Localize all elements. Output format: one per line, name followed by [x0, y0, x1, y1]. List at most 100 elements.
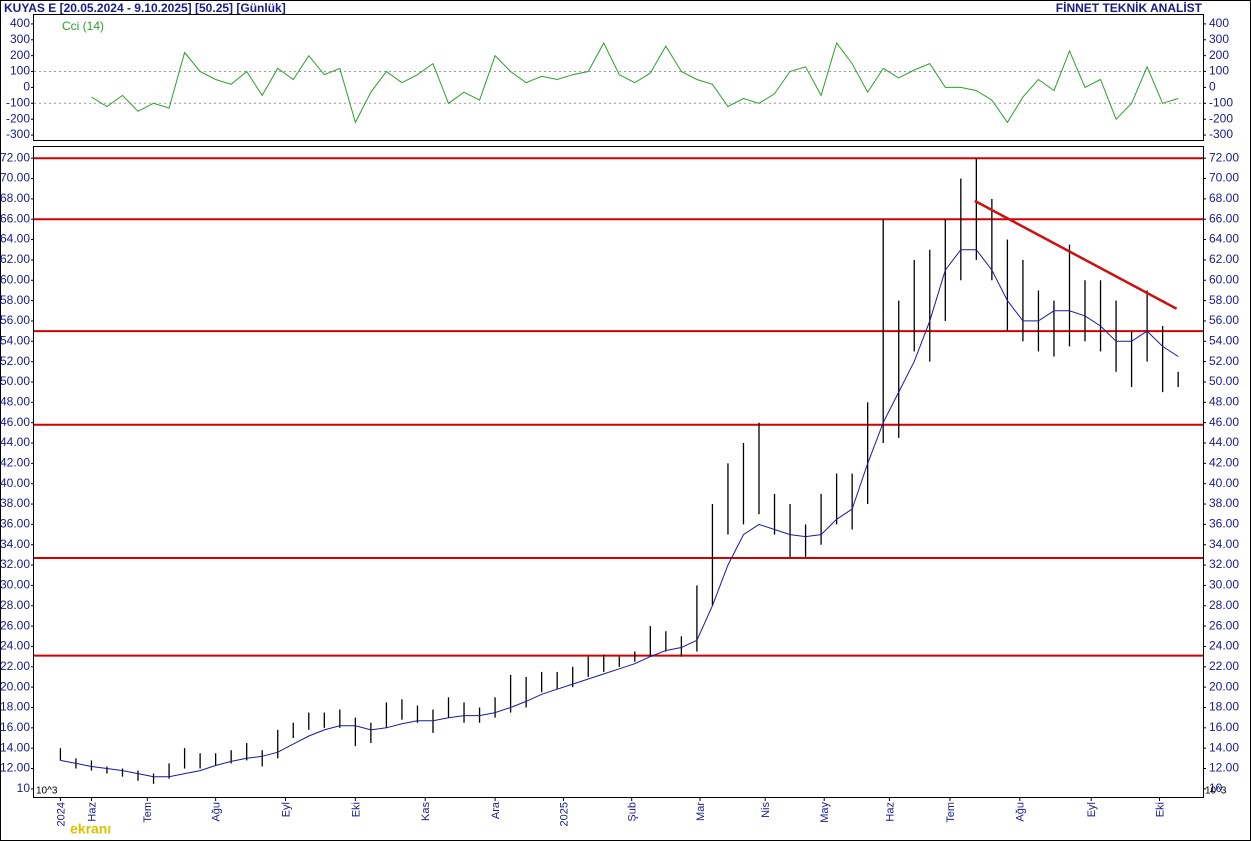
x-tick-label: Tem	[945, 802, 957, 823]
x-tick-label: 2024	[55, 802, 67, 826]
x-tick-label: Mar	[695, 802, 707, 821]
y-tick-label: 48.00	[0, 394, 30, 408]
y-tick-label: 22.00	[1209, 659, 1239, 673]
x-tick-label: Ağu	[211, 802, 223, 822]
x-tick-label: 2025	[558, 802, 570, 826]
y-tick-label: 48.00	[1209, 394, 1239, 408]
y-tick-label: 68.00	[1209, 191, 1239, 205]
y-tick-label: 200	[10, 48, 30, 62]
y-tick-label: 400	[1209, 16, 1229, 30]
y-tick-label: 32.00	[1209, 557, 1239, 571]
x-tick-label: Şub	[627, 802, 639, 822]
header-left: KUYAS E [20.05.2024 - 9.10.2025] [50.25]…	[4, 1, 286, 15]
y-tick-label: 18.00	[1209, 700, 1239, 714]
y-tick-label: 66.00	[0, 211, 30, 225]
y-tick-label: 14.00	[0, 740, 30, 754]
x-tick-label: Haz	[884, 802, 896, 822]
scale-note: 10^3	[36, 786, 58, 797]
y-tick-label: -300	[1209, 127, 1233, 141]
y-tick-label: 64.00	[0, 232, 30, 246]
watermark: ekranı	[70, 821, 111, 837]
y-tick-label: 54.00	[0, 333, 30, 347]
y-tick-label: 70.00	[1209, 171, 1239, 185]
y-tick-label: 26.00	[1209, 618, 1239, 632]
y-tick-label: 36.00	[1209, 517, 1239, 531]
y-tick-label: 54.00	[1209, 333, 1239, 347]
y-tick-label: 16.00	[0, 720, 30, 734]
y-tick-label: 0	[23, 80, 30, 94]
y-tick-label: 18.00	[0, 700, 30, 714]
y-tick-label: 52.00	[1209, 354, 1239, 368]
x-tick-label: Kas	[420, 802, 432, 821]
y-tick-label: 12.00	[0, 761, 30, 775]
y-tick-label: 300	[1209, 32, 1229, 46]
y-tick-label: -300	[6, 127, 30, 141]
y-tick-label: 60.00	[1209, 272, 1239, 286]
y-tick-label: 16.00	[1209, 720, 1239, 734]
cci-frame	[33, 14, 1204, 141]
price-frame	[33, 146, 1204, 798]
y-tick-label: -200	[6, 111, 30, 125]
y-tick-label: 10	[17, 781, 31, 795]
y-tick-label: 36.00	[0, 517, 30, 531]
y-tick-label: 100	[1209, 64, 1229, 78]
y-tick-label: 44.00	[1209, 435, 1239, 449]
trendline	[974, 199, 1178, 310]
x-tick-label: Eyl	[280, 802, 292, 817]
cci-line	[91, 41, 1179, 124]
y-tick-label: 56.00	[1209, 313, 1239, 327]
y-tick-label: 28.00	[1209, 598, 1239, 612]
y-tick-label: -100	[1209, 95, 1233, 109]
y-tick-label: 34.00	[0, 537, 30, 551]
y-tick-label: 46.00	[1209, 415, 1239, 429]
y-tick-label: 46.00	[0, 415, 30, 429]
x-tick-label: Eki	[1154, 802, 1166, 817]
x-tick-label: Ara	[490, 801, 502, 819]
y-tick-label: 200	[1209, 48, 1229, 62]
y-tick-label: 44.00	[0, 435, 30, 449]
y-tick-label: 68.00	[0, 191, 30, 205]
y-tick-label: 300	[10, 32, 30, 46]
y-tick-label: -100	[6, 95, 30, 109]
y-tick-label: 32.00	[0, 557, 30, 571]
y-tick-label: 62.00	[1209, 252, 1239, 266]
y-tick-label: -200	[1209, 111, 1233, 125]
x-tick-label: Tem	[142, 802, 154, 823]
y-tick-label: 40.00	[1209, 476, 1239, 490]
y-tick-label: 50.00	[0, 374, 30, 388]
y-tick-label: 38.00	[0, 496, 30, 510]
y-tick-label: 30.00	[1209, 578, 1239, 592]
x-tick-label: May	[819, 802, 831, 823]
y-tick-label: 38.00	[1209, 496, 1239, 510]
y-tick-label: 42.00	[0, 456, 30, 470]
y-tick-label: 52.00	[0, 354, 30, 368]
y-tick-label: 20.00	[1209, 679, 1239, 693]
y-tick-label: 14.00	[1209, 740, 1239, 754]
y-tick-label: 24.00	[0, 639, 30, 653]
y-tick-label: 50.00	[1209, 374, 1239, 388]
y-tick-label: 28.00	[0, 598, 30, 612]
y-tick-label: 400	[10, 16, 30, 30]
y-tick-label: 72.00	[0, 150, 30, 164]
header-right: FİNNET TEKNİK ANALİST	[1056, 0, 1203, 15]
y-tick-label: 12.00	[1209, 761, 1239, 775]
y-tick-label: 0	[1209, 80, 1216, 94]
y-tick-label: 10	[1209, 781, 1223, 795]
x-tick-label: Nis	[760, 802, 772, 818]
y-tick-label: 66.00	[1209, 211, 1239, 225]
y-tick-label: 34.00	[1209, 537, 1239, 551]
y-tick-label: 20.00	[0, 679, 30, 693]
y-tick-label: 40.00	[0, 476, 30, 490]
x-tick-label: Eki	[350, 802, 362, 817]
y-tick-label: 58.00	[1209, 293, 1239, 307]
y-tick-label: 72.00	[1209, 150, 1239, 164]
y-tick-label: 64.00	[1209, 232, 1239, 246]
x-tick-label: Ağu	[1015, 802, 1027, 822]
y-tick-label: 58.00	[0, 293, 30, 307]
scale-note: 10^3	[1205, 786, 1227, 797]
y-tick-label: 56.00	[0, 313, 30, 327]
y-tick-label: 24.00	[1209, 639, 1239, 653]
y-tick-label: 60.00	[0, 272, 30, 286]
